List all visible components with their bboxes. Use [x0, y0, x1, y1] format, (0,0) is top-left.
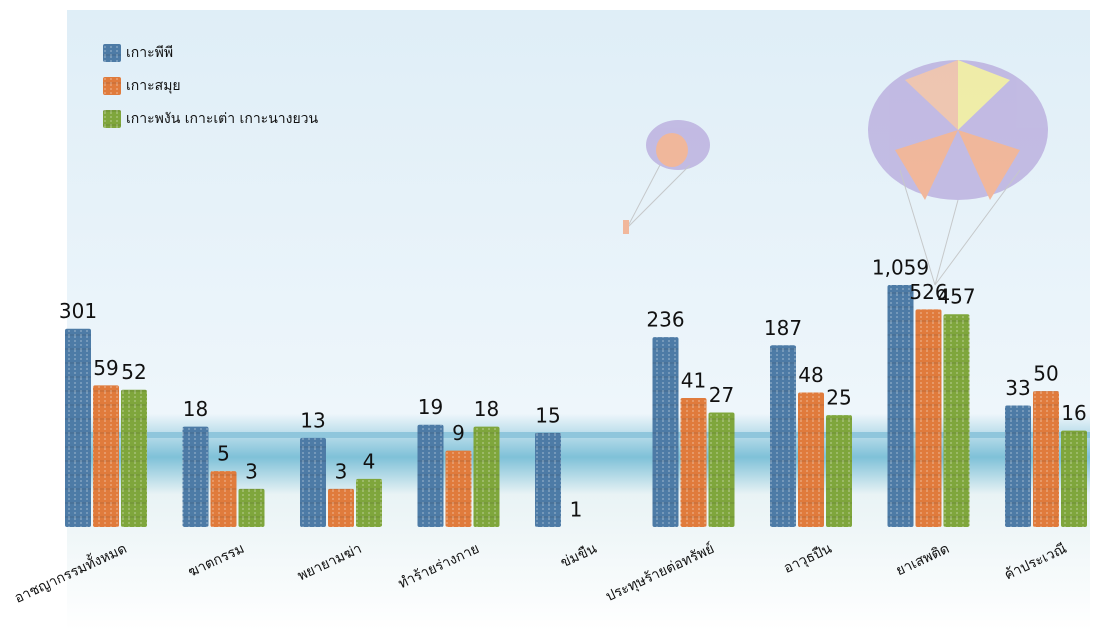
legend-label: เกาะพีพี	[126, 45, 173, 61]
value-label: 301	[59, 299, 97, 323]
value-label: 27	[709, 383, 734, 407]
bar-pattern	[709, 412, 735, 527]
bar-pattern	[1061, 431, 1087, 527]
bar-pattern	[1033, 391, 1059, 527]
bar-pattern	[183, 427, 209, 527]
bar-pattern	[944, 314, 970, 527]
value-label: 50	[1033, 362, 1058, 386]
bar-pattern	[826, 415, 852, 527]
value-label: 25	[826, 386, 851, 410]
bar-pattern	[474, 427, 500, 527]
value-label: 15	[535, 403, 560, 427]
value-label: 18	[474, 397, 499, 421]
value-label: 236	[646, 308, 684, 332]
value-label: 1	[570, 498, 583, 522]
value-label: 9	[452, 421, 465, 445]
chart: เกาะพีพีเกาะสมุยเกาะพงัน เกาะเต่า เกาะนา…	[0, 0, 1102, 631]
bar-pattern	[681, 398, 707, 527]
bar-pattern	[418, 425, 444, 527]
bar-pattern	[798, 393, 824, 527]
value-label: 4	[363, 449, 376, 473]
value-label: 19	[418, 395, 443, 419]
legend-label: เกาะพงัน เกาะเต่า เกาะนางยวน	[126, 111, 319, 127]
bar-pattern	[446, 451, 472, 527]
bar-pattern	[121, 390, 147, 527]
value-label: 13	[300, 408, 325, 432]
bar-pattern	[535, 433, 561, 527]
bar-pattern	[239, 489, 265, 527]
bar-pattern	[1005, 406, 1031, 527]
bar-pattern	[653, 337, 679, 527]
bar-pattern	[328, 489, 354, 527]
bar-pattern	[93, 385, 119, 527]
legend-swatch-pattern	[103, 77, 121, 95]
bar-pattern	[916, 309, 942, 527]
value-label: 59	[93, 356, 118, 380]
value-label: 5	[217, 442, 230, 466]
value-label: 33	[1005, 376, 1030, 400]
value-label: 3	[335, 459, 348, 483]
bar-pattern	[300, 438, 326, 527]
bar-pattern	[356, 479, 382, 527]
value-label: 1,059	[872, 256, 929, 280]
value-label: 16	[1061, 401, 1086, 425]
bar-pattern	[65, 329, 91, 527]
value-label: 52	[121, 360, 146, 384]
bar-pattern	[888, 285, 914, 527]
bar-pattern	[211, 471, 237, 527]
value-label: 187	[764, 316, 802, 340]
bar-pattern	[770, 345, 796, 527]
legend-label: เกาะสมุย	[126, 78, 181, 94]
value-label: 457	[937, 285, 975, 309]
legend-swatch-pattern	[103, 110, 121, 128]
value-label: 18	[183, 397, 208, 421]
value-label: 3	[245, 459, 258, 483]
value-label: 48	[798, 363, 823, 387]
value-label: 41	[681, 368, 706, 392]
legend-swatch-pattern	[103, 44, 121, 62]
